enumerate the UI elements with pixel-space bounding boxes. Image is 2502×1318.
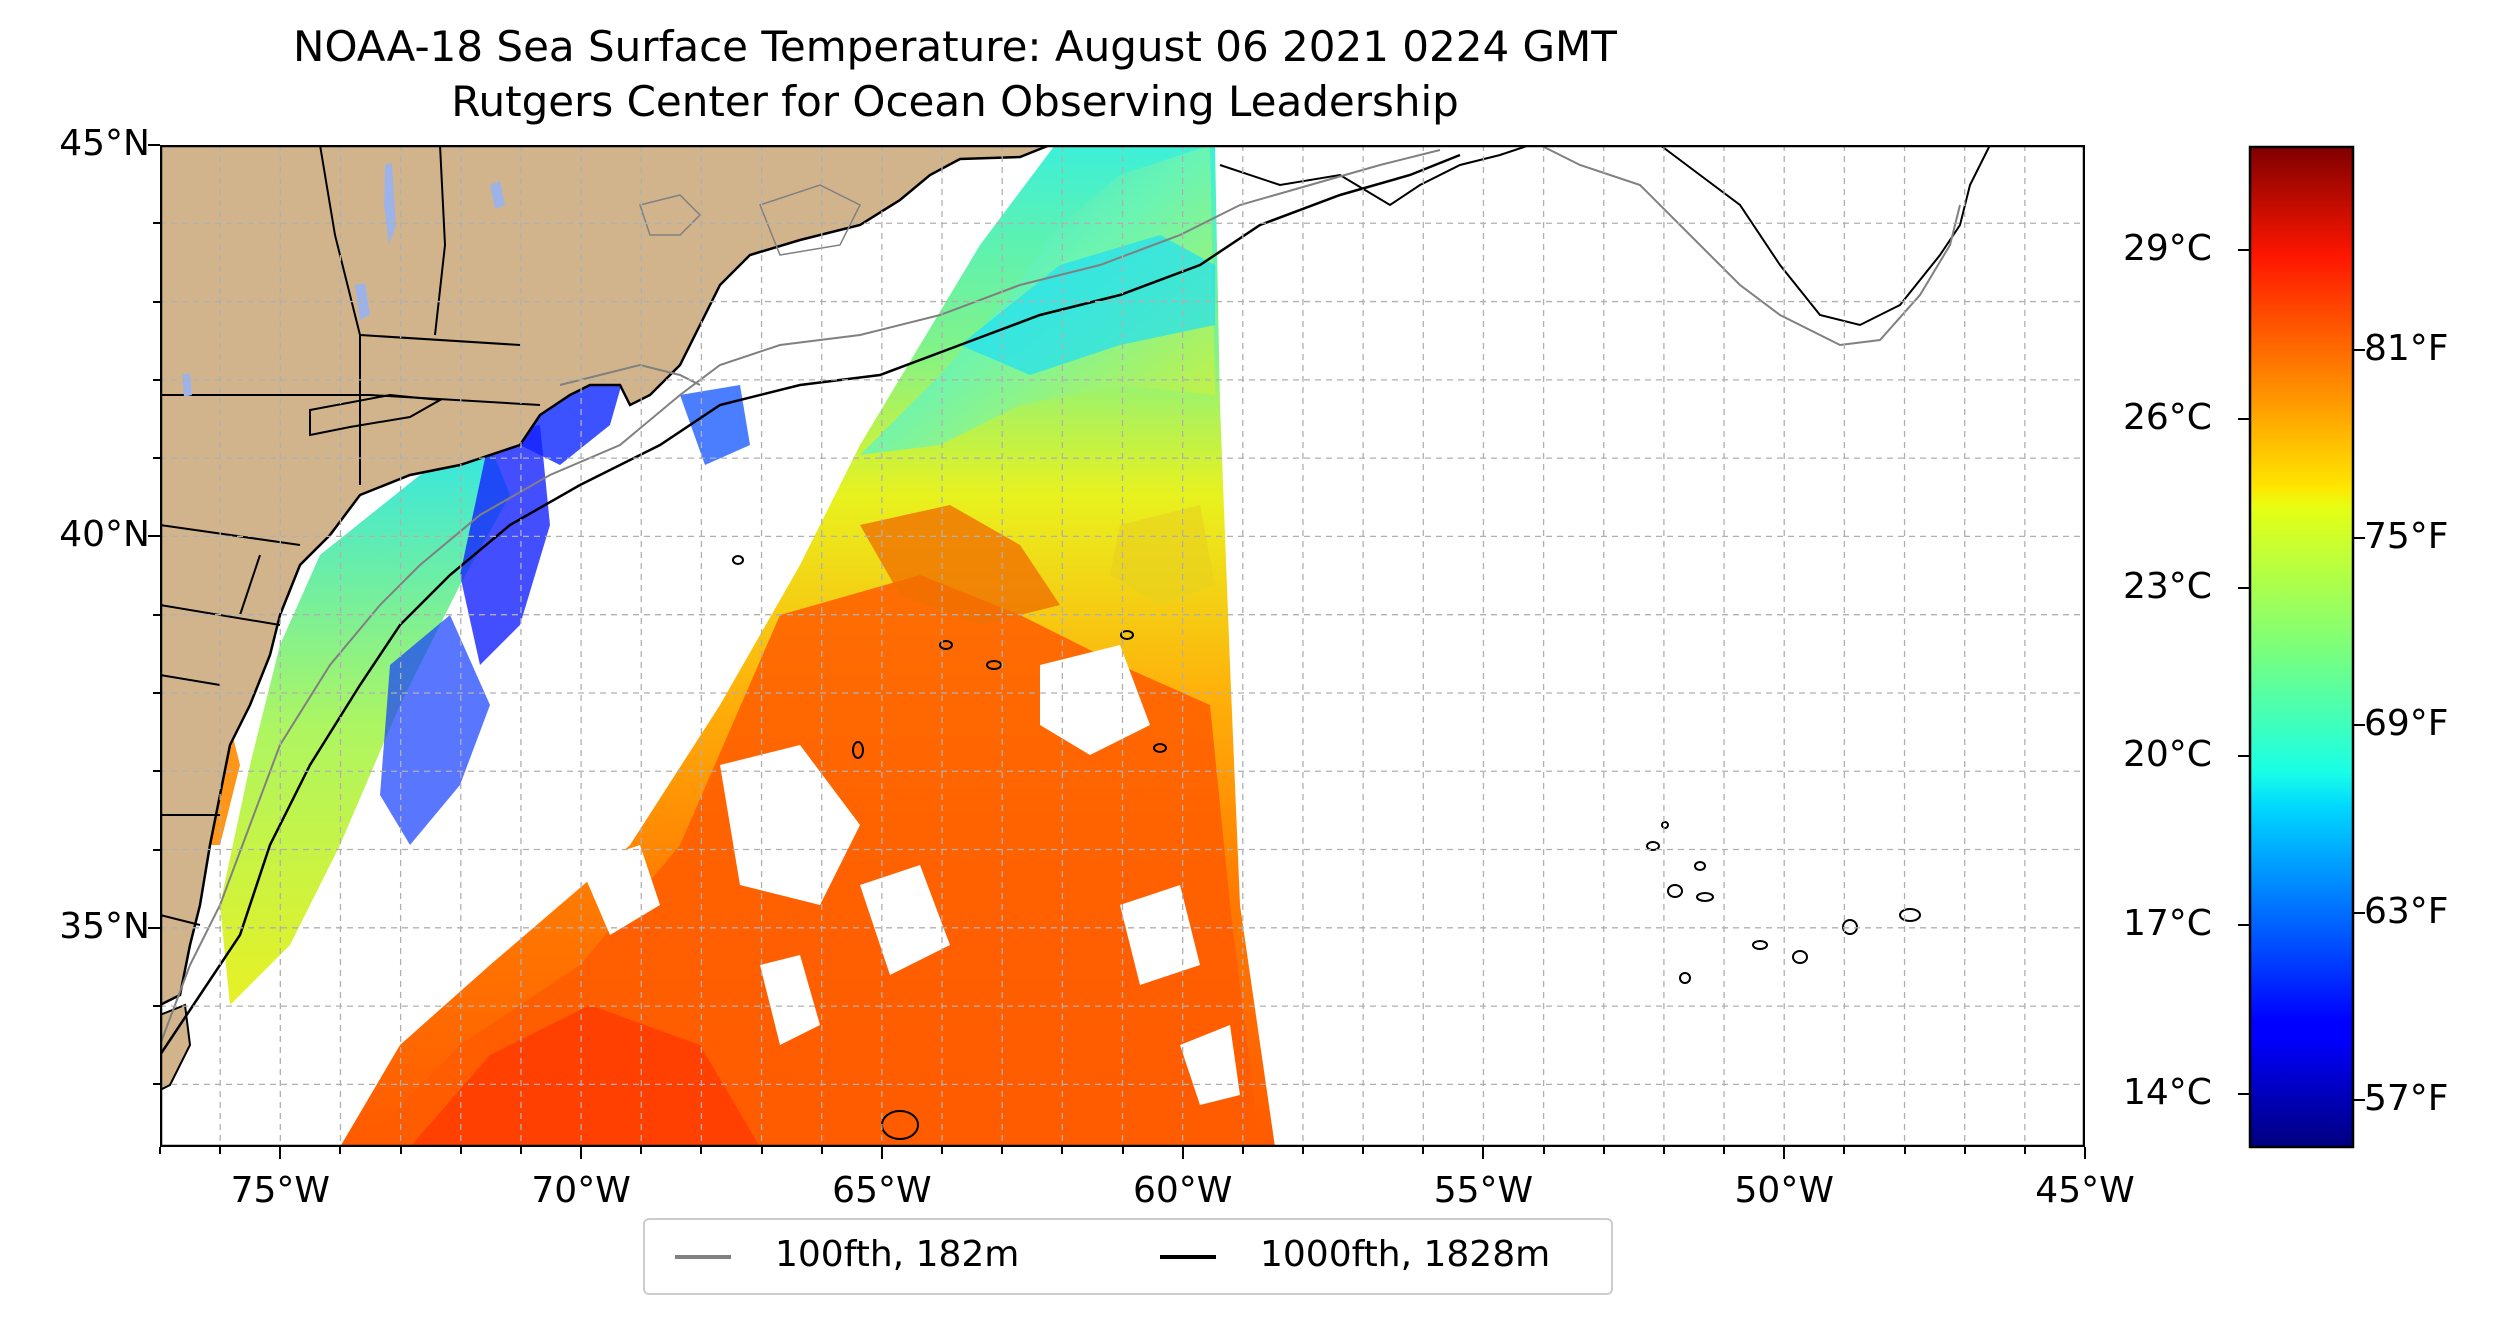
fahrenheit-tick-label: 63°F: [2364, 890, 2449, 932]
lon-tick-mark: [640, 1147, 643, 1154]
lat-tick-mark: [153, 378, 160, 381]
lon-tick-mark: [1963, 1147, 1966, 1154]
lon-tick-mark: [1602, 1147, 1605, 1154]
fahrenheit-tick-mark: [2353, 349, 2365, 352]
lon-tick-mark: [1783, 1147, 1786, 1159]
lon-tick-label: 65°W: [832, 1170, 932, 1211]
figure-title: NOAA-18 Sea Surface Temperature: August …: [293, 22, 1617, 71]
lat-tick-mark: [148, 144, 160, 146]
contour-legend: 100fth, 182m 1000fth, 1828m: [643, 1218, 1613, 1295]
lat-tick-mark: [148, 535, 160, 538]
celsius-tick-mark: [2238, 924, 2250, 927]
lon-tick-label: 50°W: [1734, 1170, 1834, 1211]
lon-tick-mark: [1422, 1147, 1425, 1154]
lon-tick-mark: [1181, 1147, 1184, 1159]
celsius-tick-label: 20°C: [2123, 734, 2212, 776]
temperature-colorbar: [2248, 145, 2355, 1149]
lon-tick-label: 75°W: [230, 1170, 331, 1211]
fahrenheit-tick-label: 69°F: [2364, 703, 2449, 745]
fahrenheit-tick-label: 75°F: [2364, 515, 2449, 557]
colorbar-gradient: [2248, 145, 2355, 1149]
graticule: [160, 145, 2085, 1147]
celsius-tick-mark: [2238, 586, 2250, 589]
lat-tick-mark: [153, 1005, 160, 1008]
legend-swatch-1000fth: [1160, 1255, 1216, 1259]
lon-tick-mark: [459, 1147, 462, 1154]
fahrenheit-tick-label: 57°F: [2364, 1078, 2449, 1120]
lon-tick-mark: [279, 1147, 282, 1159]
lat-tick-label: 35°N: [59, 905, 150, 947]
lon-tick-mark: [1843, 1147, 1846, 1154]
fahrenheit-tick-label: 81°F: [2364, 328, 2449, 370]
lon-tick-mark: [880, 1147, 883, 1159]
fahrenheit-tick-mark: [2353, 1099, 2365, 1102]
lon-tick-mark: [399, 1147, 402, 1154]
celsius-tick-label: 29°C: [2123, 228, 2212, 270]
map-frame: [160, 145, 2085, 1147]
fahrenheit-tick-mark: [2353, 536, 2365, 539]
lon-tick-mark: [339, 1147, 342, 1154]
lon-tick-mark: [519, 1147, 522, 1154]
celsius-tick-label: 14°C: [2123, 1071, 2212, 1113]
lon-tick-mark: [1482, 1147, 1485, 1159]
lat-tick-mark: [153, 1083, 160, 1086]
fahrenheit-tick-mark: [2353, 724, 2365, 727]
lon-tick-mark: [820, 1147, 823, 1154]
lat-tick-label: 40°N: [59, 514, 150, 556]
lat-tick-label: 45°N: [59, 123, 150, 164]
lon-tick-label: 55°W: [1433, 1170, 1534, 1211]
lat-tick-mark: [153, 848, 160, 851]
celsius-tick-mark: [2238, 249, 2250, 252]
celsius-tick-mark: [2238, 417, 2250, 420]
lon-tick-mark: [1723, 1147, 1726, 1154]
lon-tick-mark: [1001, 1147, 1004, 1154]
lon-tick-mark: [159, 1147, 161, 1154]
lon-tick-label: 60°W: [1132, 1170, 1233, 1211]
lon-tick-mark: [1662, 1147, 1665, 1154]
fahrenheit-tick-mark: [2353, 911, 2365, 914]
lon-tick-mark: [2084, 1147, 2086, 1159]
lon-tick-mark: [941, 1147, 944, 1154]
lon-tick-mark: [1301, 1147, 1304, 1154]
lat-tick-mark: [153, 457, 160, 460]
lat-tick-mark: [153, 770, 160, 773]
figure-subtitle: Rutgers Center for Ocean Observing Leade…: [451, 77, 1459, 126]
lon-tick-mark: [1061, 1147, 1064, 1154]
celsius-tick-label: 23°C: [2123, 565, 2212, 607]
lon-tick-label: 45°W: [2035, 1170, 2135, 1211]
lon-tick-label: 70°W: [531, 1170, 631, 1211]
legend-swatch-100fth: [675, 1255, 731, 1259]
lon-tick-mark: [1903, 1147, 1906, 1154]
sst-map: [160, 145, 2085, 1147]
lon-tick-mark: [2023, 1147, 2026, 1154]
celsius-tick-mark: [2238, 1092, 2250, 1095]
lon-tick-mark: [1121, 1147, 1124, 1154]
lon-tick-mark: [219, 1147, 222, 1154]
celsius-tick-mark: [2238, 755, 2250, 758]
lat-tick-mark: [153, 222, 160, 225]
lat-tick-mark: [148, 926, 160, 929]
lat-tick-mark: [153, 613, 160, 616]
legend-label-1000fth: 1000fth, 1828m: [1260, 1234, 1551, 1275]
lon-tick-mark: [1542, 1147, 1545, 1154]
lon-tick-mark: [760, 1147, 763, 1154]
lon-tick-mark: [700, 1147, 703, 1154]
lon-tick-mark: [1362, 1147, 1365, 1154]
lat-tick-mark: [153, 691, 160, 694]
celsius-tick-label: 17°C: [2123, 903, 2212, 945]
legend-label-100fth: 100fth, 182m: [775, 1234, 1020, 1275]
lon-tick-mark: [1241, 1147, 1244, 1154]
lat-tick-mark: [153, 300, 160, 303]
celsius-tick-label: 26°C: [2123, 396, 2212, 438]
lon-tick-mark: [580, 1147, 583, 1159]
